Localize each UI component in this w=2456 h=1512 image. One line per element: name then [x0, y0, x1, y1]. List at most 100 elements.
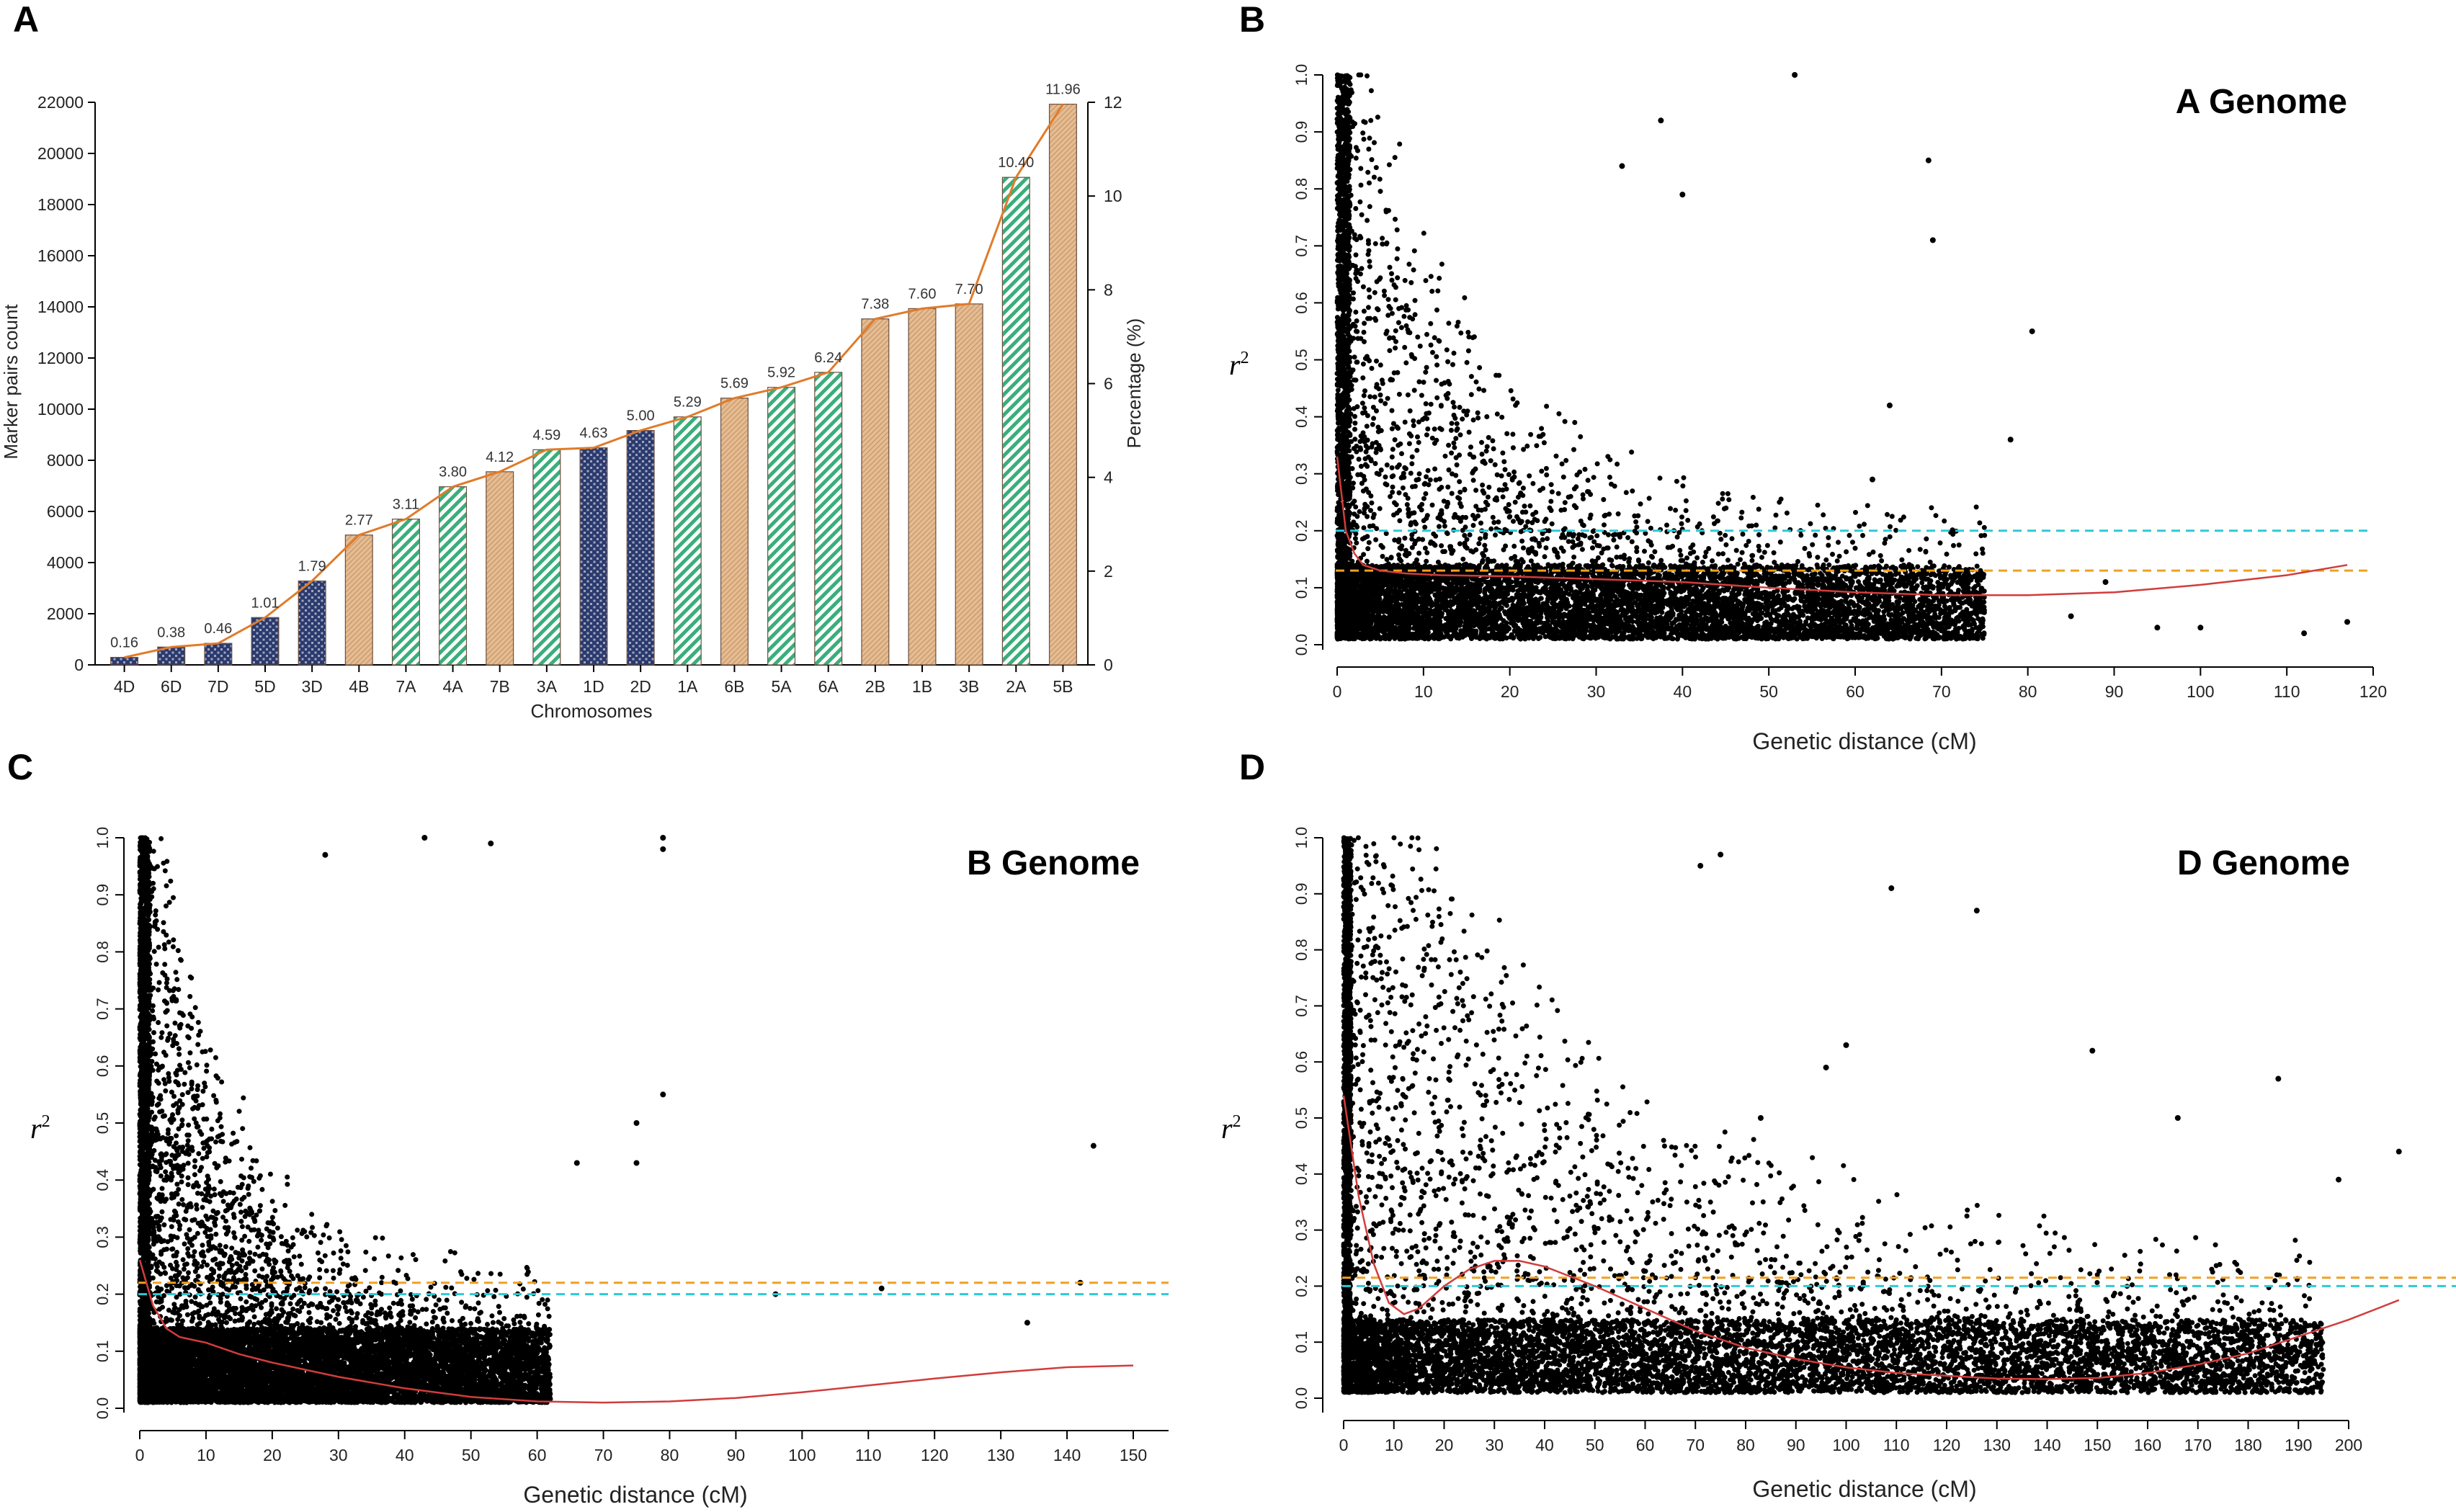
- panel-letter-c: C: [7, 747, 33, 787]
- b-x-tick-label: 50: [1759, 682, 1778, 701]
- bar-2a: [1001, 176, 1030, 666]
- x-label-2b: 2B: [865, 677, 885, 696]
- bar-6b: [720, 398, 749, 666]
- pct-label-7a: 3.11: [393, 497, 419, 513]
- c-x-tick-label: 40: [396, 1446, 414, 1464]
- panel-a-y2-axis-title: Percentage (%): [1123, 318, 1145, 449]
- x-label-1a: 1A: [677, 677, 698, 696]
- d-x-tick-label: 100: [1832, 1436, 1859, 1454]
- d-x-tick-label: 200: [2335, 1436, 2362, 1454]
- x-label-5d: 5D: [254, 677, 275, 696]
- d-x-tick-label: 130: [1983, 1436, 2011, 1454]
- d-y-tick-label: 0.8: [1292, 939, 1310, 961]
- b-outlier-point: [2029, 328, 2035, 334]
- pct-label-1d: 4.63: [580, 426, 608, 442]
- c-x-tick-label: 90: [727, 1446, 746, 1464]
- b-x-tick-label: 30: [1587, 682, 1606, 701]
- b-outlier-point: [1619, 163, 1625, 169]
- c-outlier-point: [660, 846, 666, 852]
- pct-label-2d: 5.00: [627, 408, 655, 424]
- d-y-tick-label: 0.6: [1292, 1051, 1310, 1073]
- panel-a-y-tick-label: 4000: [47, 553, 84, 572]
- bar-1b: [908, 308, 937, 666]
- b-outlier-point: [1869, 476, 1875, 483]
- d-x-tick-label: 170: [2184, 1436, 2212, 1454]
- bar-3d: [298, 580, 326, 666]
- panel-c-scatter: 0.0 0.1 0.2 0.3 0.4 0.5 0.6 0.7 0.8 0.9 1.0 0 10 20 3…: [30, 827, 1169, 1508]
- pct-label-6d: 0.38: [157, 625, 185, 640]
- d-x-tick-label: 30: [1485, 1436, 1504, 1454]
- pct-label-6b: 5.69: [720, 376, 749, 392]
- pct-label-4a: 3.80: [439, 465, 467, 480]
- d-x-tick-label: 60: [1636, 1436, 1655, 1454]
- b-outlier-point: [1886, 402, 1893, 408]
- x-label-2d: 2D: [630, 677, 651, 696]
- d-y-tick-label: 0.7: [1292, 995, 1310, 1017]
- pct-label-2a: 10.40: [998, 155, 1034, 171]
- pct-label-7b: 4.12: [486, 449, 514, 465]
- x-label-5a: 5A: [772, 677, 792, 696]
- c-y-tick-label: 0.0: [94, 1397, 112, 1420]
- bar-5d: [251, 617, 280, 666]
- d-x-tick-label: 150: [2084, 1436, 2111, 1454]
- c-outlier-point: [421, 835, 428, 841]
- d-outlier-point: [1823, 1064, 1829, 1070]
- b-outlier-point: [1925, 157, 1932, 164]
- c-point-cloud: [137, 835, 553, 1405]
- panel-a-y-tick-label: 6000: [47, 502, 84, 521]
- d-y-tick-label: 1.0: [1292, 827, 1310, 849]
- b-y-tick-label: 0.9: [1292, 121, 1310, 143]
- x-label-7d: 7D: [207, 677, 228, 696]
- c-outlier-point: [660, 1091, 666, 1098]
- d-x-tick-label: 90: [1787, 1436, 1805, 1454]
- panel-a-y-tick-label: 0: [74, 656, 84, 674]
- panel-d-points: [1341, 835, 2402, 1395]
- c-x-tick-label: 80: [661, 1446, 679, 1464]
- bar-7d: [204, 643, 233, 666]
- panel-a-y-tick-label: 22000: [37, 93, 84, 112]
- panel-c-points: [137, 835, 1097, 1405]
- panel-d-scatter: 0.0 0.1 0.2 0.3 0.4 0.5 0.6 0.7 0.8 0.9 1.0 0 10 20 3…: [1221, 827, 2456, 1502]
- panel-a-y-tick-label: 2000: [47, 604, 84, 623]
- b-y-tick-label: 0.1: [1292, 577, 1310, 599]
- panel-d-title: D Genome: [2177, 844, 2350, 882]
- c-outlier-point: [633, 1120, 640, 1126]
- b-outlier-point: [1658, 117, 1664, 124]
- d-x-tick-label: 140: [2033, 1436, 2060, 1454]
- panel-a-y2-tick-label: 0: [1104, 656, 1113, 674]
- d-y-tick-label: 0.2: [1292, 1275, 1310, 1297]
- b-outlier-point: [2102, 578, 2109, 585]
- bar-2d: [626, 430, 655, 666]
- x-label-6a: 6A: [818, 677, 839, 696]
- panel-a-y-tick-label: 12000: [37, 349, 84, 367]
- c-x-tick-label: 20: [263, 1446, 282, 1464]
- panel-c-y-axis-title: r2: [30, 1112, 50, 1145]
- b-y-tick-label: 0.0: [1292, 634, 1310, 656]
- pct-label-4d: 0.16: [110, 635, 138, 651]
- b-y-tick-label: 1.0: [1292, 64, 1310, 86]
- pct-label-7d: 0.46: [204, 621, 232, 637]
- panel-b-points: [1334, 72, 2351, 642]
- c-y-tick-label: 0.4: [94, 1169, 112, 1191]
- b-x-tick-label: 100: [2187, 682, 2214, 701]
- panel-a-y-tick-label: 8000: [47, 451, 84, 470]
- b-x-tick-label: 10: [1414, 682, 1433, 701]
- c-x-tick-label: 30: [329, 1446, 348, 1464]
- b-point-cloud: [1334, 72, 1988, 642]
- b-y-tick-label: 0.8: [1292, 178, 1310, 200]
- c-y-tick-label: 0.1: [94, 1341, 112, 1363]
- bar-1a: [673, 416, 702, 666]
- c-x-tick-label: 110: [855, 1446, 882, 1464]
- b-y-tick-label: 0.6: [1292, 292, 1310, 314]
- b-y-tick-label: 0.7: [1292, 235, 1310, 257]
- panel-d-y-axis-title: r2: [1221, 1112, 1241, 1145]
- d-outlier-point: [2275, 1075, 2282, 1082]
- d-outlier-point: [1843, 1042, 1849, 1048]
- panel-c-x-axis-title: Genetic distance (cM): [523, 1482, 747, 1508]
- c-x-tick-label: 100: [788, 1446, 816, 1464]
- x-label-7b: 7B: [490, 677, 510, 696]
- c-x-tick-label: 120: [921, 1446, 948, 1464]
- pct-label-4b: 2.77: [345, 513, 373, 529]
- bar-7a: [391, 519, 420, 666]
- panel-a-y2-tick-label: 4: [1104, 468, 1113, 487]
